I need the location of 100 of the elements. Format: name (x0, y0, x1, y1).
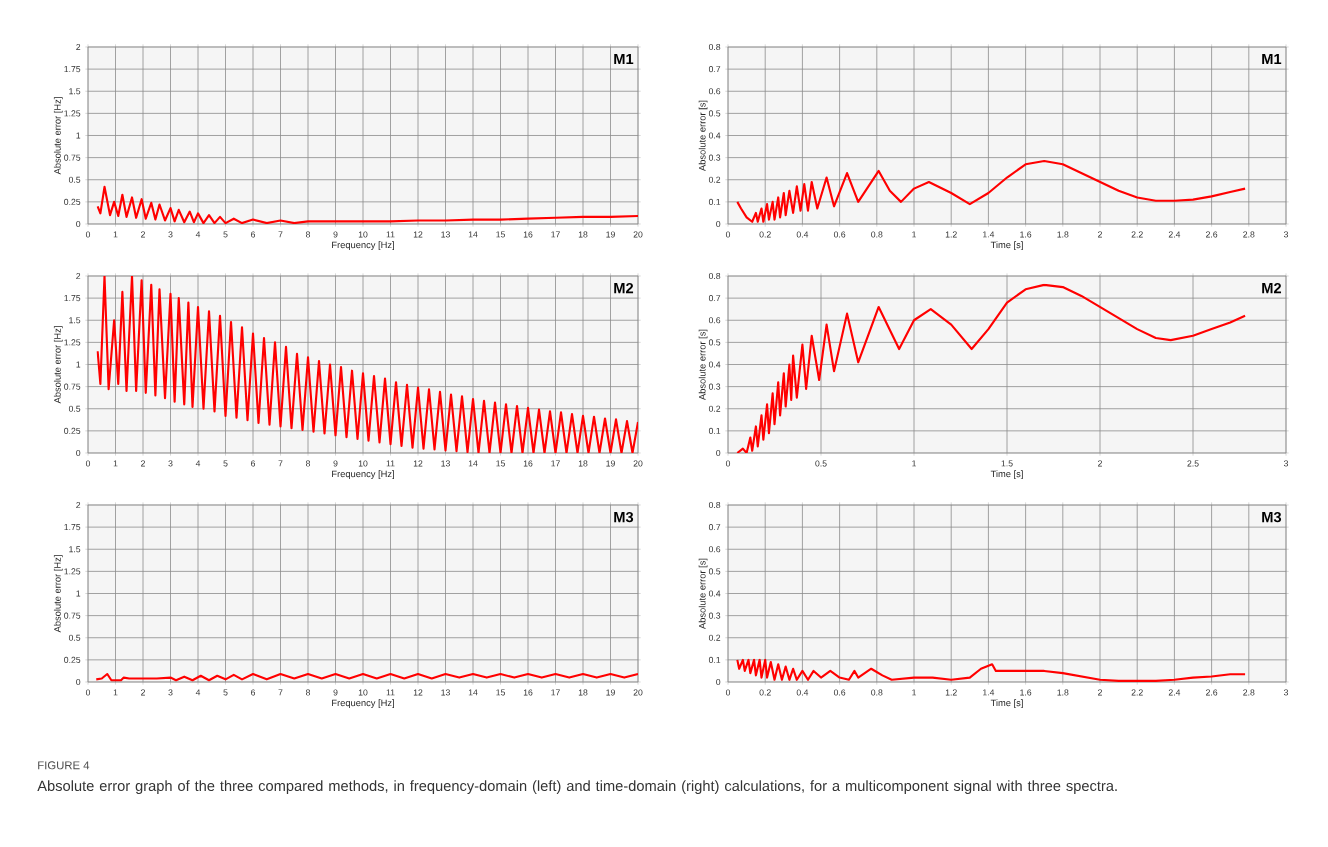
x-tick-label: 0.8 (871, 231, 883, 238)
x-tick-label: 3 (1283, 460, 1289, 467)
x-tick-label: 8 (305, 231, 311, 238)
x-tick-label: 1 (113, 231, 118, 238)
x-tick-label: 0.2 (759, 231, 771, 238)
y-tick-label: 0.1 (708, 427, 721, 434)
y-tick-label: 2 (76, 43, 81, 51)
x-tick-label: 16 (523, 689, 533, 696)
y-tick-label: 1.25 (64, 339, 81, 346)
y-tick-label: 0.5 (68, 634, 81, 641)
x-tick-label: 11 (386, 231, 395, 238)
x-tick-label: 19 (606, 460, 615, 467)
annotation: M1 (614, 53, 634, 64)
y-tick-label: 0.5 (708, 110, 721, 117)
x-tick-label: 6 (251, 231, 256, 238)
x-tick-label: 0.8 (871, 689, 883, 696)
x-tick-label: 6 (251, 689, 256, 696)
annotation: M1 (1262, 53, 1282, 65)
x-tick-label: 2.4 (1168, 231, 1181, 238)
x-tick-label: 2.4 (1168, 689, 1181, 696)
y-tick-label: 1.5 (69, 88, 81, 95)
x-tick-label: 20 (633, 689, 643, 696)
x-tick-label: 1 (113, 689, 118, 696)
x-tick-label: 4 (195, 460, 201, 467)
x-tick-label: 17 (551, 460, 560, 467)
x-tick-label: 0.4 (796, 231, 809, 238)
x-tick-label: 1.8 (1057, 689, 1069, 696)
y-tick-label: 0 (716, 678, 721, 686)
x-tick-label: 16 (523, 231, 533, 238)
annotation: M3 (614, 511, 634, 523)
x-tick-label: 1 (113, 460, 118, 467)
y-tick-label: 0.8 (708, 272, 721, 280)
y-tick-label: 0 (76, 220, 81, 228)
x-tick-label: 2.8 (1243, 689, 1255, 696)
y-tick-label: 2 (76, 272, 81, 280)
x-tick-label: 0.4 (796, 689, 809, 696)
x-tick-label: 8 (305, 689, 311, 696)
y-tick-label: 0.5 (68, 176, 81, 183)
x-tick-label: 8 (305, 460, 311, 467)
x-tick-label: 1 (912, 231, 916, 238)
x-axis-title: Time [s] (990, 699, 1023, 709)
y-tick-label: 0.75 (64, 612, 81, 619)
x-tick-label: 19 (606, 689, 615, 696)
x-tick-label: 0 (85, 689, 91, 696)
x-tick-label: 5 (223, 460, 228, 467)
x-tick-label: 2.2 (1131, 231, 1143, 238)
y-tick-label: 0.7 (708, 524, 721, 531)
x-tick-label: 0.5 (815, 460, 827, 467)
y-tick-label: 0.8 (708, 43, 721, 51)
x-tick-label: 3 (168, 460, 173, 467)
x-tick-label: 6 (251, 460, 256, 467)
x-tick-label: 3 (168, 689, 173, 696)
y-tick-label: 0.75 (64, 154, 81, 161)
x-tick-label: 1.6 (1020, 689, 1032, 696)
x-tick-label: 20 (633, 231, 643, 238)
x-tick-label: 13 (441, 460, 450, 467)
y-tick-label: 0.4 (708, 132, 721, 139)
annotation: M3 (1262, 511, 1282, 523)
x-tick-label: 2 (1098, 231, 1102, 238)
x-tick-label: 0 (725, 231, 731, 238)
y-axis-title: Absolute error [s] (698, 558, 708, 630)
x-tick-label: 1.8 (1057, 231, 1069, 238)
x-tick-label: 2 (141, 689, 145, 696)
y-tick-label: 0.6 (708, 317, 721, 324)
y-tick-label: 1.5 (69, 546, 81, 553)
x-tick-label: 5 (223, 231, 228, 238)
x-tick-label: 17 (551, 689, 560, 696)
x-tick-label: 1.4 (983, 231, 995, 238)
y-tick-label: 0 (76, 449, 81, 457)
y-tick-label: 0.1 (708, 198, 721, 205)
y-axis-title: Absolute error [s] (698, 100, 708, 172)
x-axis-title: Frequency [Hz] (332, 699, 394, 709)
y-tick-label: 0 (716, 220, 721, 228)
x-tick-label: 2 (1098, 689, 1102, 696)
line-series (96, 276, 639, 453)
y-axis-title: Absolute error [Hz] (53, 326, 63, 404)
x-tick-label: 2.8 (1243, 231, 1255, 238)
x-tick-label: 9 (333, 460, 338, 467)
x-axis-title: Time [s] (990, 241, 1023, 251)
x-tick-label: 0.6 (833, 689, 846, 696)
y-tick-label: 0.25 (64, 427, 81, 434)
x-tick-label: 0.2 (759, 689, 771, 696)
y-tick-label: 0.25 (64, 198, 81, 205)
x-tick-label: 1.6 (1020, 231, 1032, 238)
y-tick-label: 0.4 (708, 590, 721, 597)
x-tick-label: 10 (358, 689, 368, 696)
x-tick-label: 9 (333, 231, 338, 238)
y-tick-label: 0.75 (64, 383, 81, 390)
y-tick-label: 1.25 (64, 110, 81, 117)
x-tick-label: 18 (578, 231, 588, 238)
y-tick-label: 1 (76, 132, 81, 139)
x-tick-label: 12 (413, 231, 423, 238)
y-axis-title: Absolute error [Hz] (53, 555, 63, 633)
x-tick-label: 5 (223, 689, 228, 696)
x-tick-label: 4 (195, 689, 201, 696)
x-tick-label: 15 (496, 460, 505, 467)
y-tick-label: 0.1 (708, 656, 721, 663)
x-tick-label: 15 (496, 689, 505, 696)
x-tick-label: 0 (725, 689, 731, 696)
x-tick-label: 2.6 (1206, 231, 1218, 238)
